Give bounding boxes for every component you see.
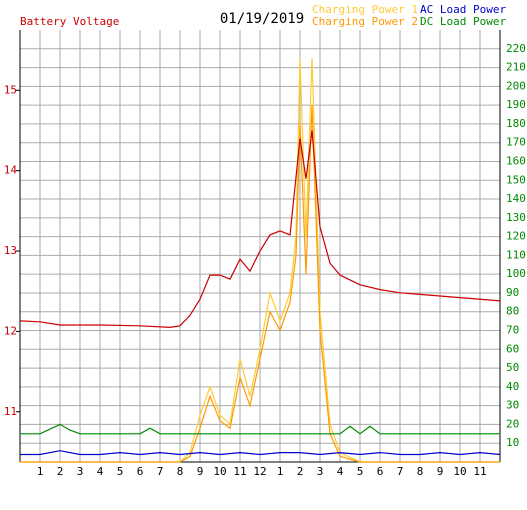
y2-tick-label: 190 [506,98,526,111]
x-tick-label: 10 [213,465,226,478]
series-line [20,58,500,463]
y2-tick-label: 180 [506,117,526,130]
x-tick-label: 8 [177,465,184,478]
x-tick-label: 4 [337,465,344,478]
y2-tick-label: 70 [506,324,519,337]
x-tick-label: 12 [253,465,266,478]
y-tick-label: 15 [4,83,17,96]
y-tick-label: 14 [4,164,18,177]
series-line [20,105,500,463]
y2-tick-label: 100 [506,267,526,280]
x-tick-label: 6 [137,465,144,478]
y2-tick-label: 200 [506,79,526,92]
x-tick-label: 11 [233,465,246,478]
y2-tick-label: 60 [506,342,519,355]
y2-tick-label: 160 [506,154,526,167]
x-tick-label: 11 [473,465,486,478]
legend-entry: Charging Power 1 [312,3,418,16]
x-tick-label: 1 [37,465,44,478]
y2-tick-label: 210 [506,61,526,74]
y-tick-label: 13 [4,244,17,257]
legend-entry: DC Load Power [420,15,506,28]
x-tick-label: 8 [417,465,424,478]
y2-tick-label: 40 [506,380,519,393]
series-line [20,423,500,435]
y2-tick-label: 30 [506,399,519,412]
x-tick-label: 9 [437,465,444,478]
y2-tick-label: 220 [506,42,526,55]
y2-tick-label: 130 [506,211,526,224]
x-tick-label: 3 [317,465,324,478]
y2-tick-label: 140 [506,192,526,205]
y2-tick-label: 50 [506,361,519,374]
y-tick-label: 12 [4,324,17,337]
x-tick-label: 4 [97,465,104,478]
x-tick-label: 10 [453,465,466,478]
y2-tick-label: 110 [506,248,526,261]
x-tick-label: 1 [277,465,284,478]
series-line [20,450,501,456]
y2-tick-label: 10 [506,436,519,449]
x-tick-label: 3 [77,465,84,478]
series-line [19,130,501,329]
y2-tick-label: 120 [506,230,526,243]
y2-tick-label: 150 [506,173,526,186]
x-tick-label: 7 [397,465,404,478]
y2-tick-label: 90 [506,286,519,299]
legend-entry: Charging Power 2 [312,15,418,28]
chart-title: 01/19/2019 [220,11,304,27]
y2-tick-label: 80 [506,305,519,318]
x-tick-label: 2 [57,465,64,478]
x-tick-label: 2 [297,465,304,478]
y2-tick-label: 170 [506,136,526,149]
y-axis-label: Battery Voltage [20,15,119,28]
legend-entry: AC Load Power [420,3,506,16]
x-tick-label: 7 [157,465,164,478]
x-tick-label: 5 [117,465,124,478]
x-tick-label: 6 [377,465,384,478]
y2-tick-label: 20 [506,417,519,430]
x-tick-label: 9 [197,465,204,478]
y-tick-label: 11 [4,405,17,418]
x-tick-label: 5 [357,465,364,478]
